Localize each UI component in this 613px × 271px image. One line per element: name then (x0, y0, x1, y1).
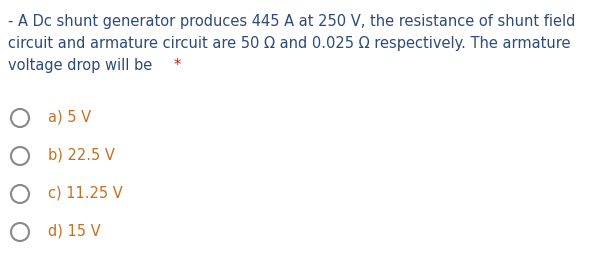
Text: - A Dc shunt generator produces 445 A at 250 V, the resistance of shunt field: - A Dc shunt generator produces 445 A at… (8, 14, 576, 29)
Text: circuit and armature circuit are 50 Ω and 0.025 Ω respectively. The armature: circuit and armature circuit are 50 Ω an… (8, 36, 571, 51)
Text: a) 5 V: a) 5 V (48, 110, 91, 125)
Text: c) 11.25 V: c) 11.25 V (48, 186, 123, 201)
Text: b) 22.5 V: b) 22.5 V (48, 148, 115, 163)
Text: d) 15 V: d) 15 V (48, 224, 101, 239)
Text: *: * (174, 58, 181, 73)
Text: voltage drop will be: voltage drop will be (8, 58, 157, 73)
